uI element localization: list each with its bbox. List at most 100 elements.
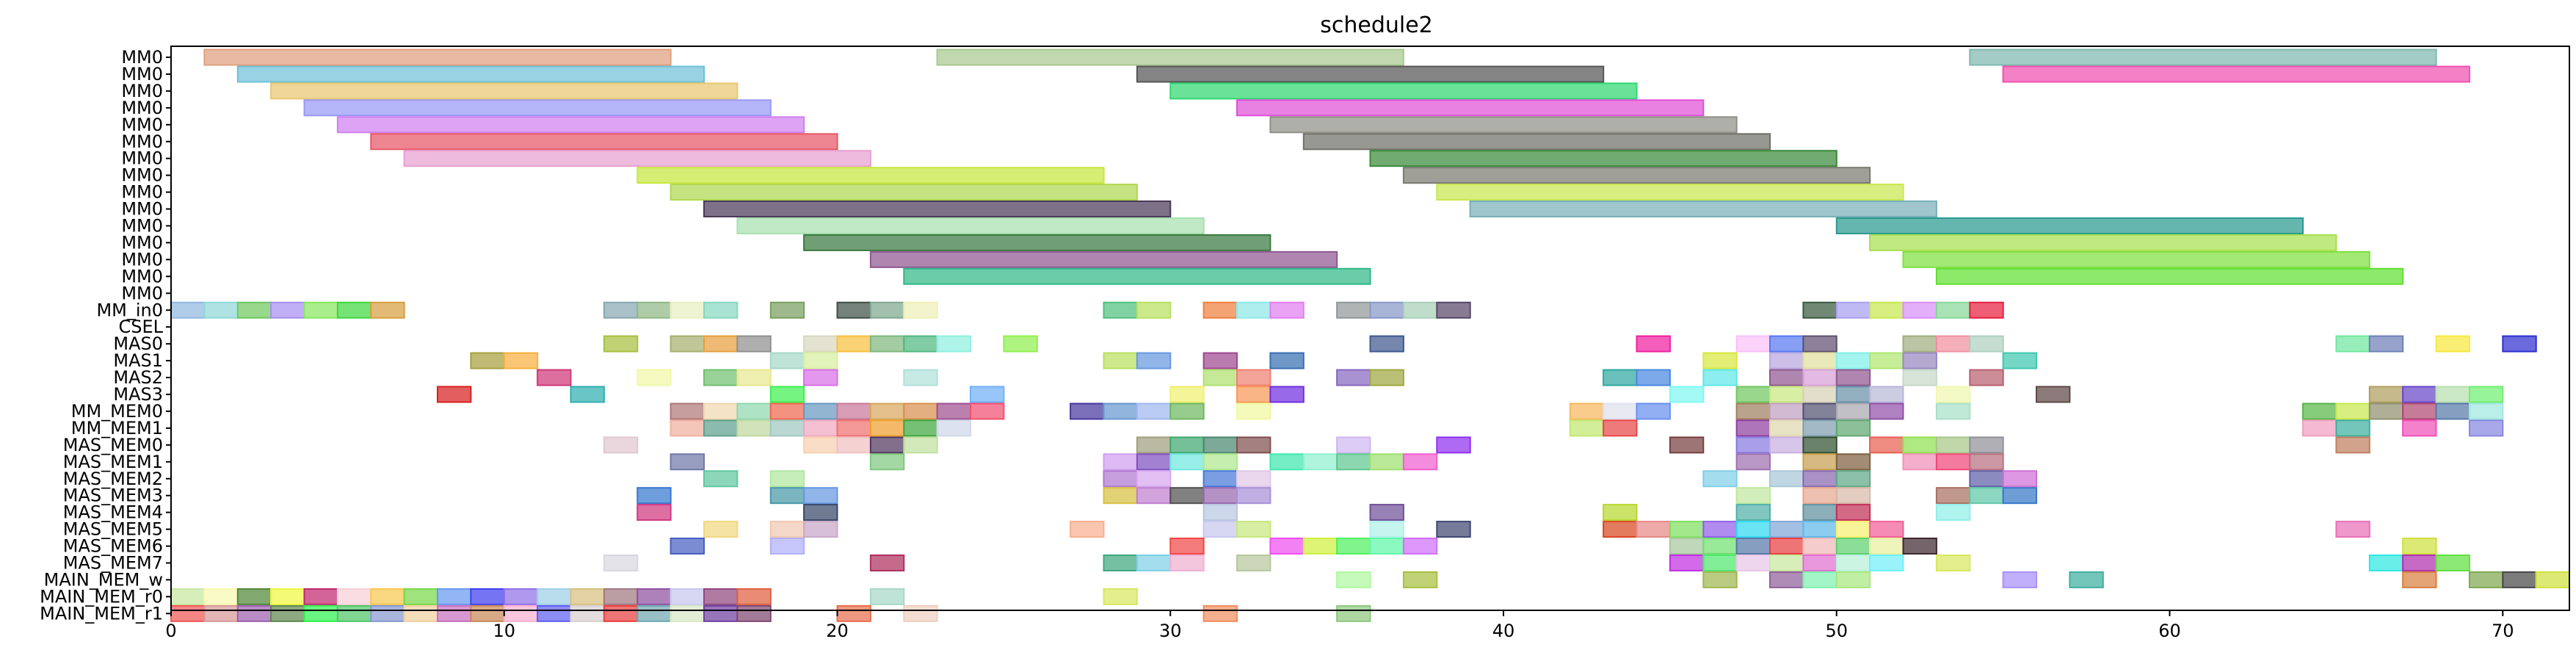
task-bar-row25-225 [1236,470,1271,488]
task-bar-row24-219 [1969,453,2004,471]
task-bar-row15-42 [836,301,871,319]
task-bar-row28-271 [1869,521,1904,538]
task-bar-row30-300 [1802,555,1837,571]
task-bar-row19-102 [903,369,938,386]
task-bar-row20-116 [570,386,605,403]
task-bar-row21-151 [1636,402,1671,420]
task-bar-row22-177 [1802,419,1837,437]
task-bar-row13-28 [903,267,1371,285]
task-bar-row33-355 [703,604,739,622]
task-bar-row2-7 [1169,82,1638,100]
task-bar-row32-331 [570,588,605,605]
task-bar-row17-71 [1636,335,1671,353]
y-tick-label: MM0 [121,131,163,152]
task-bar-row25-226 [1702,470,1738,488]
task-bar-row32-327 [437,588,472,605]
task-bar-row21-163 [2468,402,2504,420]
task-bar-row30-290 [603,555,639,571]
task-bar-row26-236 [1136,487,1172,505]
task-bar-row33-343 [303,604,338,622]
task-bar-row20-132 [2435,386,2470,403]
task-bar-row7-16 [636,167,1105,184]
task-bar-row17-76 [1935,335,1971,353]
task-bar-row20-117 [769,386,805,403]
task-bar-row18-89 [1269,352,1305,369]
y-tick-label: MM0 [121,249,163,270]
task-bar-row23-185 [836,436,871,454]
task-bar-row15-44 [903,301,938,319]
task-bar-row24-212 [1369,453,1404,471]
task-bar-row24-218 [1935,453,1971,471]
task-bar-row18-96 [2002,352,2038,369]
task-bar-row25-222 [1103,470,1138,488]
task-bar-row15-37 [603,301,639,319]
task-bar-row23-192 [1336,436,1371,454]
task-bar-row15-41 [769,301,805,319]
task-bar-row18-82 [470,352,505,369]
task-bar-row24-211 [1336,453,1371,471]
task-bar-row30-304 [2368,555,2404,571]
task-bar-row20-121 [1269,386,1305,403]
task-bar-row20-129 [2036,386,2071,403]
task-bar-row32-329 [503,588,539,605]
task-bar-row33-349 [503,604,539,622]
task-bar-row26-238 [1202,487,1238,505]
task-bar-row23-188 [1136,436,1172,454]
x-axis-ticks: 0 10 20 30 40 50 60 70 [165,610,2514,641]
task-bar-row18-83 [503,352,539,369]
task-bar-row28-269 [1802,521,1837,538]
task-bar-row31-307 [1336,571,1371,588]
task-bar-row20-123 [1735,386,1771,403]
task-bar-row32-332 [603,588,639,605]
task-bar-row15-52 [1402,301,1438,319]
task-bar-row20-133 [2468,386,2504,403]
y-axis-ticks: MM0MM0MM0MM0MM0MM0MM0MM0MM0MM0MM0MM0MM0M… [40,47,171,624]
task-bar-row18-90 [1702,352,1738,369]
y-tick-label: CSEL [118,317,163,337]
y-tick-label: MAS_MEM1 [63,452,163,472]
task-bar-row29-279 [1369,538,1404,555]
task-bar-row1-5 [2002,65,2470,83]
task-bar-row2-6 [270,82,739,100]
task-bar-row27-251 [1735,504,1771,521]
task-bar-row15-40 [703,301,739,319]
task-bar-row18-88 [1202,352,1238,369]
task-bar-row20-124 [1769,386,1804,403]
task-bar-row25-223 [1136,470,1172,488]
task-bar-row26-243 [1935,487,1971,505]
task-bar-row1-4 [1136,65,1605,83]
task-bar-row21-145 [1103,402,1138,420]
task-bar-row33-353 [636,604,672,622]
task-bar-row6-15 [1369,150,1837,167]
task-bar-row22-179 [2302,419,2337,437]
y-tick-label: MAS2 [113,367,163,388]
task-bar-row22-182 [2468,419,2504,437]
task-bar-row30-306 [2435,555,2470,571]
x-tick-label: 40 [1492,621,1515,641]
task-bar-row22-167 [769,419,805,437]
task-bar-row28-258 [1070,521,1105,538]
task-bar-row19-114 [1969,369,2004,386]
task-bar-row29-276 [1269,538,1305,555]
task-bar-row19-99 [703,369,739,386]
task-bar-row32-334 [670,588,705,605]
task-bar-row21-136 [736,402,772,420]
task-bar-row31-308 [1402,571,1438,588]
task-bar-row25-227 [1769,470,1804,488]
task-bar-row17-74 [1802,335,1837,353]
task-bar-row32-328 [470,588,505,605]
task-bar-row7-17 [1402,167,1871,184]
task-bar-row30-296 [1669,555,1705,571]
task-bar-row26-245 [2002,487,2038,505]
task-bar-row18-92 [1802,352,1837,369]
task-bar-row4-10 [336,116,805,134]
task-bar-row26-235 [1103,487,1138,505]
task-bar-row20-120 [1236,386,1271,403]
task-bar-row24-204 [869,453,905,471]
task-bar-row22-172 [936,419,971,437]
task-bar-row24-205 [1103,453,1138,471]
task-bar-row32-319 [170,588,206,605]
task-bar-row30-299 [1769,555,1804,571]
task-bar-row32-330 [537,588,572,605]
